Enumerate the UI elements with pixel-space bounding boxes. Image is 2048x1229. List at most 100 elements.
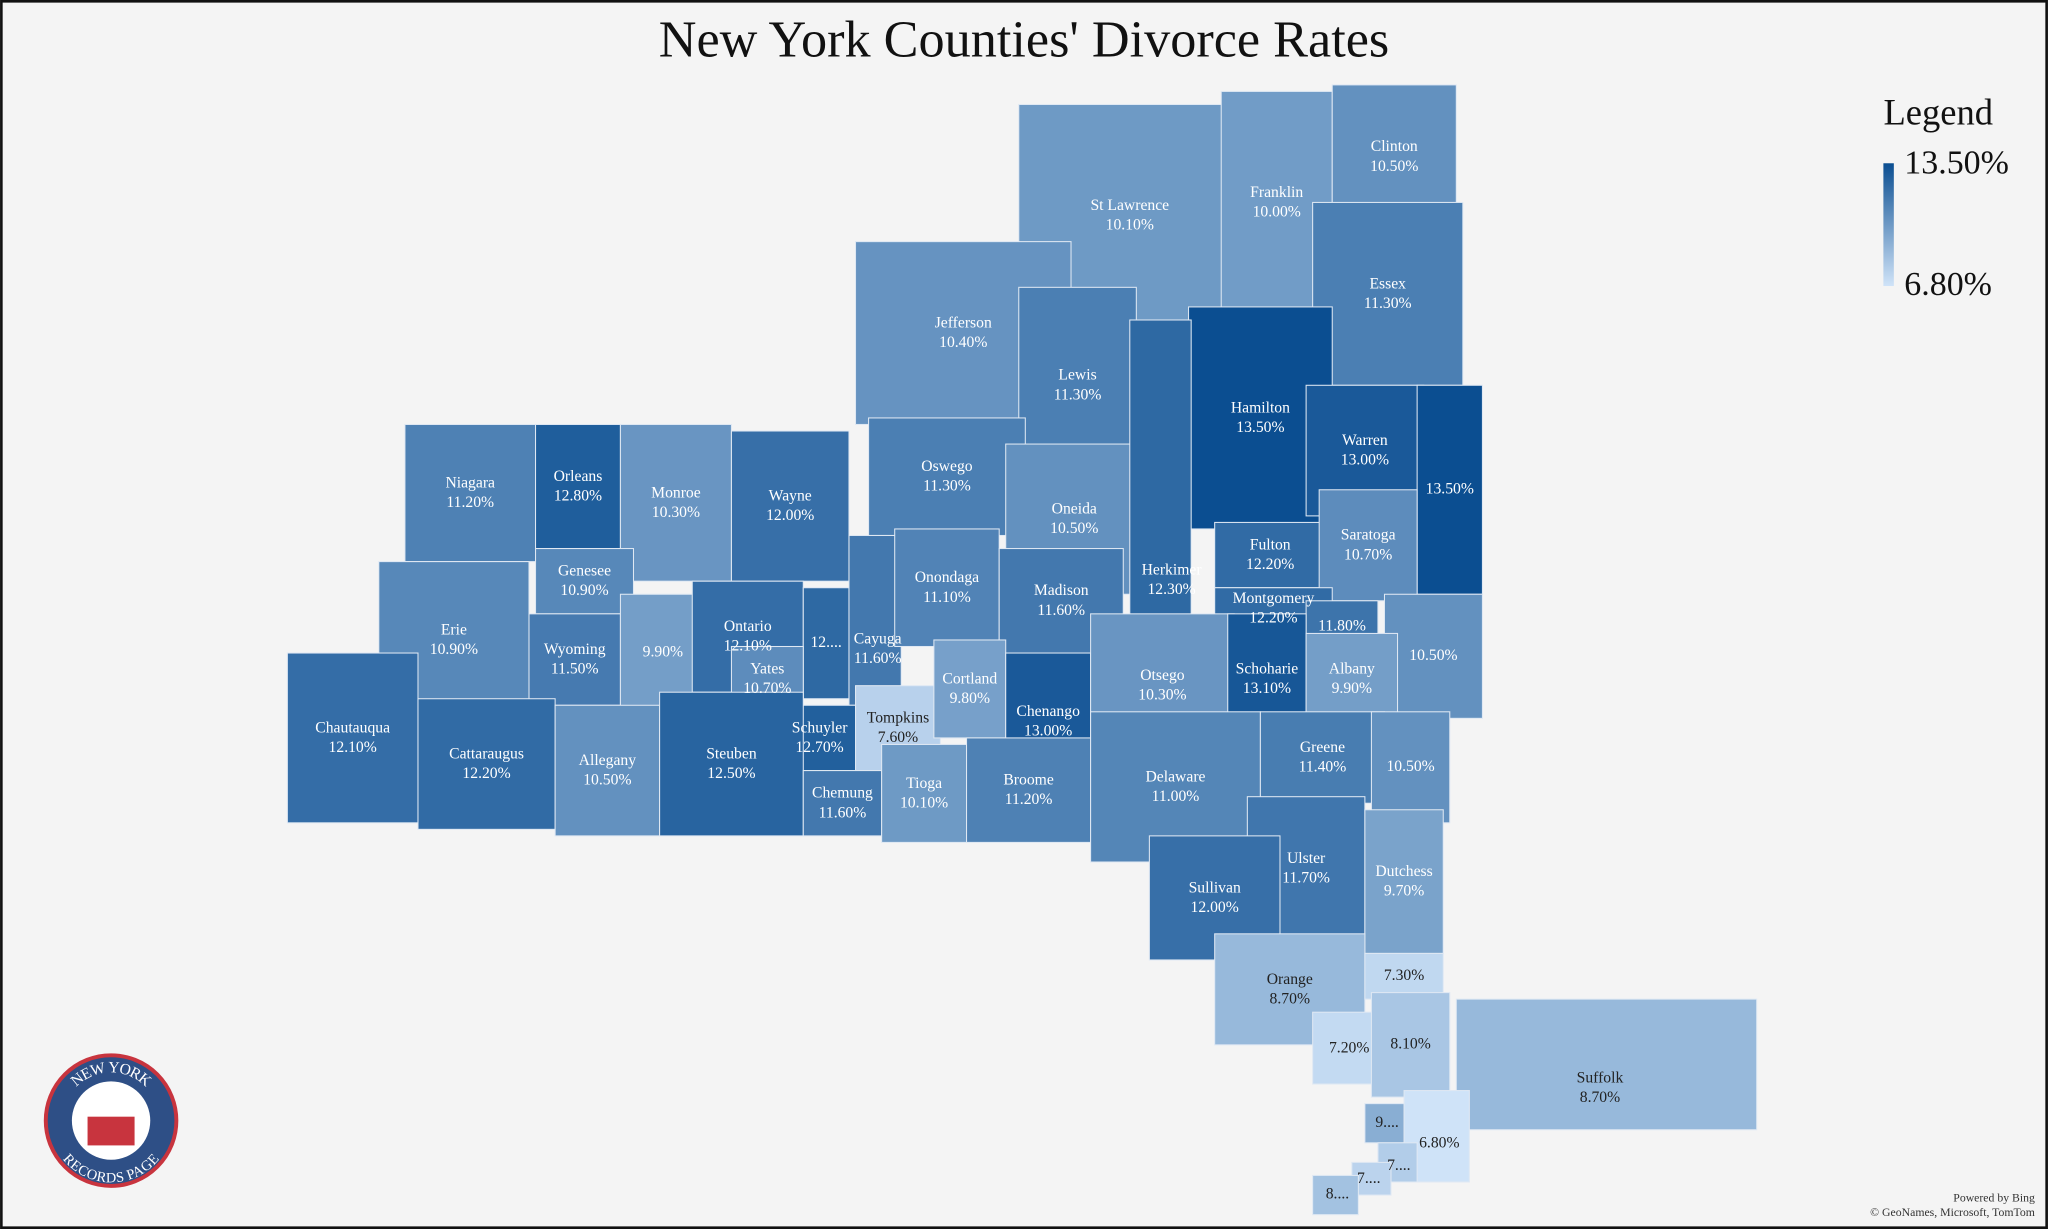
- county: [535, 548, 635, 615]
- county-value: 13.10%: [1243, 680, 1291, 697]
- county-value: 11.20%: [1005, 791, 1053, 808]
- legend-title: Legend: [1883, 92, 1993, 133]
- county: [1364, 809, 1444, 954]
- county-value: 10.90%: [560, 582, 608, 599]
- county-value: 12.20%: [462, 765, 510, 782]
- county: [1370, 711, 1451, 824]
- county-value: 10.00%: [1253, 203, 1301, 220]
- county-name: Warren: [1342, 432, 1388, 449]
- county-name: Saratoga: [1341, 527, 1396, 544]
- county-value: 6.80%: [1419, 1135, 1459, 1152]
- county-name: Oswego: [921, 458, 972, 475]
- county-value: 12.50%: [707, 765, 755, 782]
- county-name: Chenango: [1016, 703, 1080, 720]
- county-value: 7.60%: [878, 729, 918, 746]
- county-value: 10.50%: [1370, 158, 1418, 175]
- county-value: 12.00%: [766, 507, 814, 524]
- county-name: Tompkins: [867, 710, 929, 727]
- county: [1370, 992, 1451, 1098]
- county-value: 11.60%: [819, 804, 867, 821]
- county-name: Genesee: [558, 563, 611, 580]
- county-value: 10.50%: [1409, 647, 1457, 664]
- county-name: Orange: [1267, 971, 1313, 988]
- attribution: Powered by Bing: [1953, 1192, 2035, 1205]
- county-value: 11.20%: [446, 494, 494, 511]
- county-name: Schoharie: [1236, 661, 1299, 678]
- county: [1364, 952, 1444, 1000]
- county-value: 12.70%: [795, 739, 843, 756]
- county-name: Wyoming: [544, 641, 606, 658]
- county-value: 11.10%: [923, 589, 971, 606]
- county-name: Broome: [1003, 772, 1053, 789]
- county-value: 12.10%: [329, 739, 377, 756]
- county-value: 10.10%: [900, 794, 948, 811]
- county-value: 13.00%: [1341, 452, 1389, 469]
- county-name: Ontario: [724, 618, 772, 635]
- county-name: Erie: [441, 621, 467, 638]
- county: [1312, 1011, 1379, 1085]
- county-name: Yates: [750, 661, 784, 678]
- county-name: Tioga: [906, 775, 942, 792]
- county-value: 12.30%: [1147, 581, 1195, 598]
- county-value: 13.00%: [1024, 723, 1072, 740]
- county: [1455, 998, 1758, 1131]
- county: [1312, 1174, 1359, 1216]
- county: [286, 652, 419, 824]
- county-name: Clinton: [1371, 138, 1418, 155]
- county-name: Monroe: [651, 484, 701, 501]
- county-value: 10.50%: [1386, 758, 1434, 775]
- county: [1416, 384, 1483, 595]
- logo-flag: [87, 1116, 135, 1146]
- county: [1305, 632, 1399, 726]
- county-value: 9.90%: [643, 644, 683, 661]
- county-value: 11.00%: [1152, 788, 1200, 805]
- county: [933, 639, 1007, 739]
- county: [966, 737, 1092, 843]
- county-name: Franklin: [1250, 184, 1303, 201]
- county-value: 9....: [1375, 1114, 1398, 1131]
- county-name: Delaware: [1146, 768, 1206, 785]
- county-name: Chemung: [812, 785, 873, 802]
- county-value: 7.30%: [1384, 967, 1424, 984]
- map-title: New York Counties' Divorce Rates: [659, 10, 1389, 68]
- county-value: 11.50%: [551, 661, 599, 678]
- county: [848, 534, 902, 706]
- county: [554, 704, 661, 837]
- county-labels: St Lawrence 10.10% Franklin 10.00% Clinton 10…: [315, 138, 1623, 1202]
- county-value: 12....: [810, 634, 841, 651]
- county-name: Jefferson: [935, 314, 992, 331]
- county-name: St Lawrence: [1090, 197, 1169, 214]
- legend-min-label: 6.80%: [1904, 266, 1992, 303]
- county-value: 11.40%: [1299, 759, 1347, 776]
- legend-max-label: 13.50%: [1904, 145, 2009, 182]
- county: [535, 423, 621, 550]
- county-name: Oneida: [1052, 501, 1097, 518]
- counties: [286, 84, 1758, 1216]
- county-value: 10.10%: [1106, 217, 1154, 234]
- county-value: 9.70%: [1384, 883, 1424, 900]
- attribution: © GeoNames, Microsoft, TomTom: [1870, 1206, 2035, 1219]
- county-name: Albany: [1329, 661, 1375, 678]
- county-value: 11.30%: [1364, 295, 1412, 312]
- county-value: 10.90%: [430, 641, 478, 658]
- county-name: Niagara: [445, 474, 495, 491]
- county-value: 9.80%: [950, 690, 990, 707]
- county-name: Dutchess: [1375, 863, 1432, 880]
- county-name: Schuyler: [792, 719, 848, 736]
- county-value: 10.50%: [583, 772, 631, 789]
- county-name: Hamilton: [1231, 399, 1290, 416]
- county: [619, 423, 732, 582]
- county-name: Allegany: [579, 752, 637, 769]
- county-value: 11.60%: [1037, 602, 1085, 619]
- county-name: Chautauqua: [315, 719, 390, 736]
- county-value: 10.30%: [1138, 687, 1186, 704]
- county-name: Suffolk: [1577, 1069, 1624, 1086]
- county-value: 12.10%: [724, 638, 772, 655]
- county: [1214, 521, 1327, 589]
- county-value: 10.70%: [743, 680, 791, 697]
- county: [417, 698, 556, 830]
- county: [659, 691, 804, 837]
- county: [1383, 593, 1483, 719]
- county: [881, 743, 968, 843]
